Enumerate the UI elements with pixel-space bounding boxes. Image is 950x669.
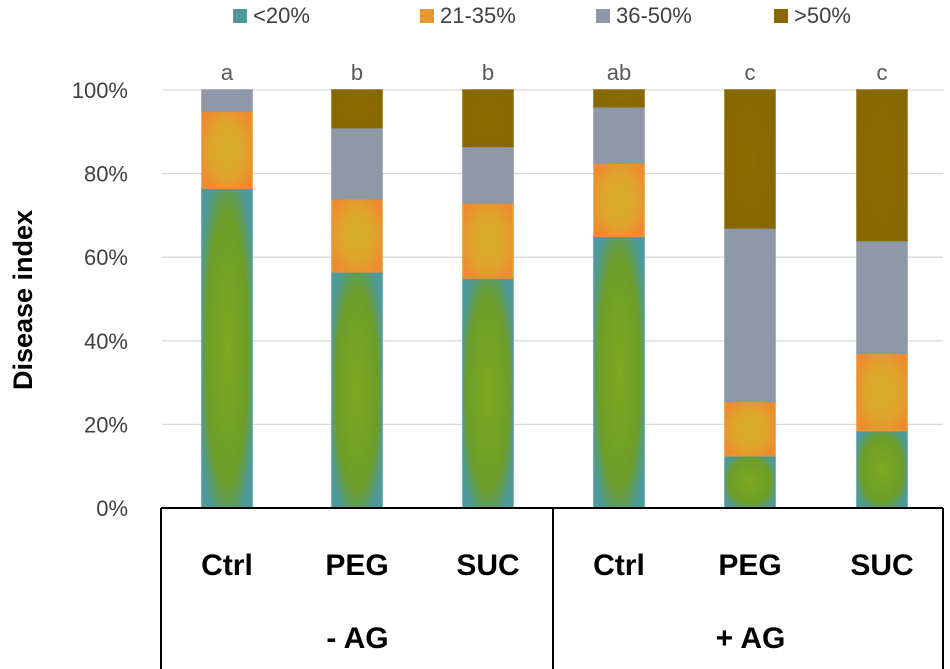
bar-segment-gt50 bbox=[331, 89, 383, 129]
bar-segment-21-35 bbox=[331, 197, 383, 273]
bar-segment-21-35 bbox=[201, 110, 253, 189]
bar-stack-4 bbox=[593, 89, 645, 509]
legend-swatch-gt50 bbox=[774, 9, 788, 23]
bar-segment-36-50 bbox=[462, 145, 514, 204]
x-axis-table: Ctrl PEG SUC Ctrl PEG SUC - AG + AG bbox=[160, 507, 944, 669]
y-tick-label: 60% bbox=[84, 245, 128, 270]
bar-segment-36-50 bbox=[856, 239, 908, 355]
legend-item-gt50: >50% bbox=[774, 3, 851, 28]
y-tick-label: 20% bbox=[84, 412, 128, 437]
category-label-suc: SUC bbox=[456, 549, 519, 582]
category-label-peg: PEG bbox=[718, 549, 781, 582]
bar-stack-3 bbox=[462, 89, 514, 509]
y-tick-label: 40% bbox=[84, 329, 128, 354]
bar-segment-21-35 bbox=[724, 400, 776, 457]
category-label-peg: PEG bbox=[325, 549, 388, 582]
bar-segment-gt50 bbox=[462, 89, 514, 148]
bar-segment-gt50 bbox=[724, 89, 776, 229]
legend-swatch-21-35 bbox=[420, 9, 434, 23]
category-label-suc: SUC bbox=[850, 549, 913, 582]
category-label-ctrl: Ctrl bbox=[201, 549, 253, 582]
legend-item-lt20: <20% bbox=[233, 3, 310, 28]
group-label-2: + AG bbox=[716, 622, 786, 655]
bar-segment-36-50 bbox=[724, 227, 776, 403]
y-tick-label: 80% bbox=[84, 162, 128, 187]
y-gridlines bbox=[162, 89, 943, 426]
significance-letter: a bbox=[221, 60, 234, 85]
legend-swatch-lt20 bbox=[233, 9, 247, 23]
bar-segment-gt50 bbox=[856, 89, 908, 242]
bar-segment-36-50 bbox=[593, 105, 645, 164]
significance-letter: c bbox=[745, 60, 756, 85]
bar-segment-lt20 bbox=[331, 271, 383, 509]
bar-segment-21-35 bbox=[462, 202, 514, 279]
significance-letter: b bbox=[482, 60, 494, 85]
significance-letters: a b b ab c c bbox=[221, 60, 888, 85]
y-tick-label: 100% bbox=[72, 78, 128, 103]
bar-segment-lt20 bbox=[593, 235, 645, 509]
y-tick-label: 0% bbox=[96, 496, 128, 521]
chart-legend: <20% 21-35% 36-50% >50% bbox=[233, 3, 851, 28]
bar-segment-21-35 bbox=[856, 352, 908, 432]
bar-stack-1 bbox=[201, 89, 253, 509]
bar-segment-lt20 bbox=[724, 455, 776, 509]
bar-stack-6 bbox=[856, 89, 908, 509]
legend-label-lt20: <20% bbox=[253, 3, 310, 28]
group-label-1: - AG bbox=[326, 622, 388, 655]
legend-label-21-35: 21-35% bbox=[440, 3, 516, 28]
legend-label-gt50: >50% bbox=[794, 3, 851, 28]
bar-segment-21-35 bbox=[593, 162, 645, 238]
bar-segment-36-50 bbox=[331, 126, 383, 200]
bar-stack-2 bbox=[331, 89, 383, 509]
bar-segment-lt20 bbox=[856, 429, 908, 509]
category-label-ctrl: Ctrl bbox=[593, 549, 645, 582]
y-axis-ticks: 0% 20% 40% 60% 80% 100% bbox=[72, 78, 128, 521]
significance-letter: b bbox=[351, 60, 363, 85]
bar-segment-lt20 bbox=[201, 187, 253, 509]
bars bbox=[201, 89, 908, 509]
bar-segment-gt50 bbox=[593, 89, 645, 108]
bar-stack-5 bbox=[724, 89, 776, 509]
significance-letter: c bbox=[877, 60, 888, 85]
bar-segment-36-50 bbox=[201, 89, 253, 112]
legend-item-36-50: 36-50% bbox=[596, 3, 692, 28]
significance-letter: ab bbox=[607, 60, 631, 85]
legend-item-21-35: 21-35% bbox=[420, 3, 516, 28]
legend-label-36-50: 36-50% bbox=[616, 3, 692, 28]
legend-swatch-36-50 bbox=[596, 9, 610, 23]
bar-segment-lt20 bbox=[462, 277, 514, 509]
y-axis-label: Disease index bbox=[8, 210, 38, 390]
